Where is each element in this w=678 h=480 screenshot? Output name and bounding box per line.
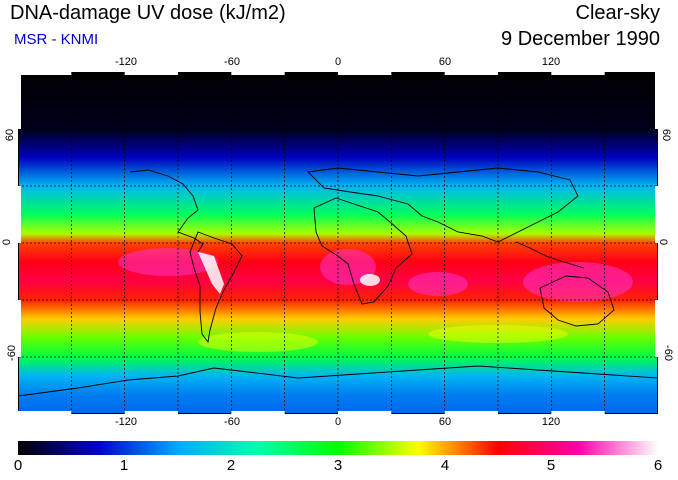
swirl [198, 332, 318, 352]
date-label: 9 December 1990 [501, 28, 660, 50]
frame-segment [124, 72, 178, 75]
frame-segment [18, 72, 72, 75]
colorbar-strip [18, 441, 658, 455]
colorbar [18, 441, 658, 455]
lon-label-bottom: 120 [541, 416, 561, 428]
coastlines [18, 167, 658, 397]
lat-label-right: 0 [657, 238, 670, 246]
lon-label-top: -60 [224, 56, 240, 68]
indonesia-coast [515, 241, 585, 269]
frame-segment [18, 300, 21, 357]
africa-coast [313, 197, 413, 305]
colorbar-tick: 5 [546, 457, 556, 474]
lat-label-right: -60 [661, 345, 674, 361]
map-frame [18, 72, 658, 414]
high-dose-patch [118, 248, 218, 276]
frame-segment [655, 72, 658, 129]
lon-label-bottom: 0 [334, 416, 342, 428]
colorbar-tick: 2 [226, 457, 236, 474]
high-dose-patch [523, 262, 633, 302]
sky-condition-label: Clear-sky [575, 2, 660, 24]
colorbar-tick: 0 [13, 457, 23, 474]
colorbar-tick: 3 [333, 457, 343, 474]
frame-segment [444, 411, 498, 414]
peak-dose-patch [198, 252, 224, 294]
frame-segment [231, 411, 285, 414]
map-title: DNA-damage UV dose (kJ/m2) [10, 2, 286, 24]
lat-label-left: 60 [4, 128, 17, 142]
uv-dose-map [18, 72, 658, 414]
lon-label-bottom: -120 [114, 416, 138, 428]
lon-label-bottom: -60 [224, 416, 240, 428]
frame-segment [338, 72, 392, 75]
lat-label-right: 60 [660, 128, 673, 142]
lon-label-top: 0 [334, 56, 342, 68]
antarctica-coast [18, 365, 658, 397]
frame-segment [231, 72, 285, 75]
high-dose-patch [408, 272, 468, 296]
frame-segment [124, 411, 178, 414]
frame-segment [551, 72, 605, 75]
frame-segment [18, 186, 21, 243]
lon-label-bottom: 60 [438, 416, 452, 428]
lon-label-top: 120 [541, 56, 561, 68]
lat-label-left: 0 [1, 238, 14, 246]
peak-dose-patches [198, 252, 380, 294]
frame-segment [444, 72, 498, 75]
frame-segment [338, 411, 392, 414]
source-label: MSR - KNMI [14, 31, 99, 48]
graticule [18, 72, 658, 414]
frame-segment [551, 411, 605, 414]
frame-segment [655, 186, 658, 243]
high-dose-patches [118, 248, 633, 302]
cloudy-swirls [198, 325, 568, 352]
lat-label-left: -60 [5, 345, 18, 361]
colorbar-tick: 6 [653, 457, 663, 474]
lon-label-top: -120 [114, 56, 138, 68]
colorbar-tick: 1 [119, 457, 129, 474]
peak-dose-patch [360, 274, 380, 286]
high-dose-patch [320, 249, 376, 285]
frame-segment [18, 72, 21, 129]
lon-label-top: 60 [438, 56, 452, 68]
south-america-coast [189, 231, 243, 344]
frame-segment [18, 411, 72, 414]
colorbar-tick: 4 [440, 457, 450, 474]
north-america-coast [129, 169, 204, 253]
eurasia-coast [307, 167, 579, 243]
frame-segment [655, 300, 658, 357]
